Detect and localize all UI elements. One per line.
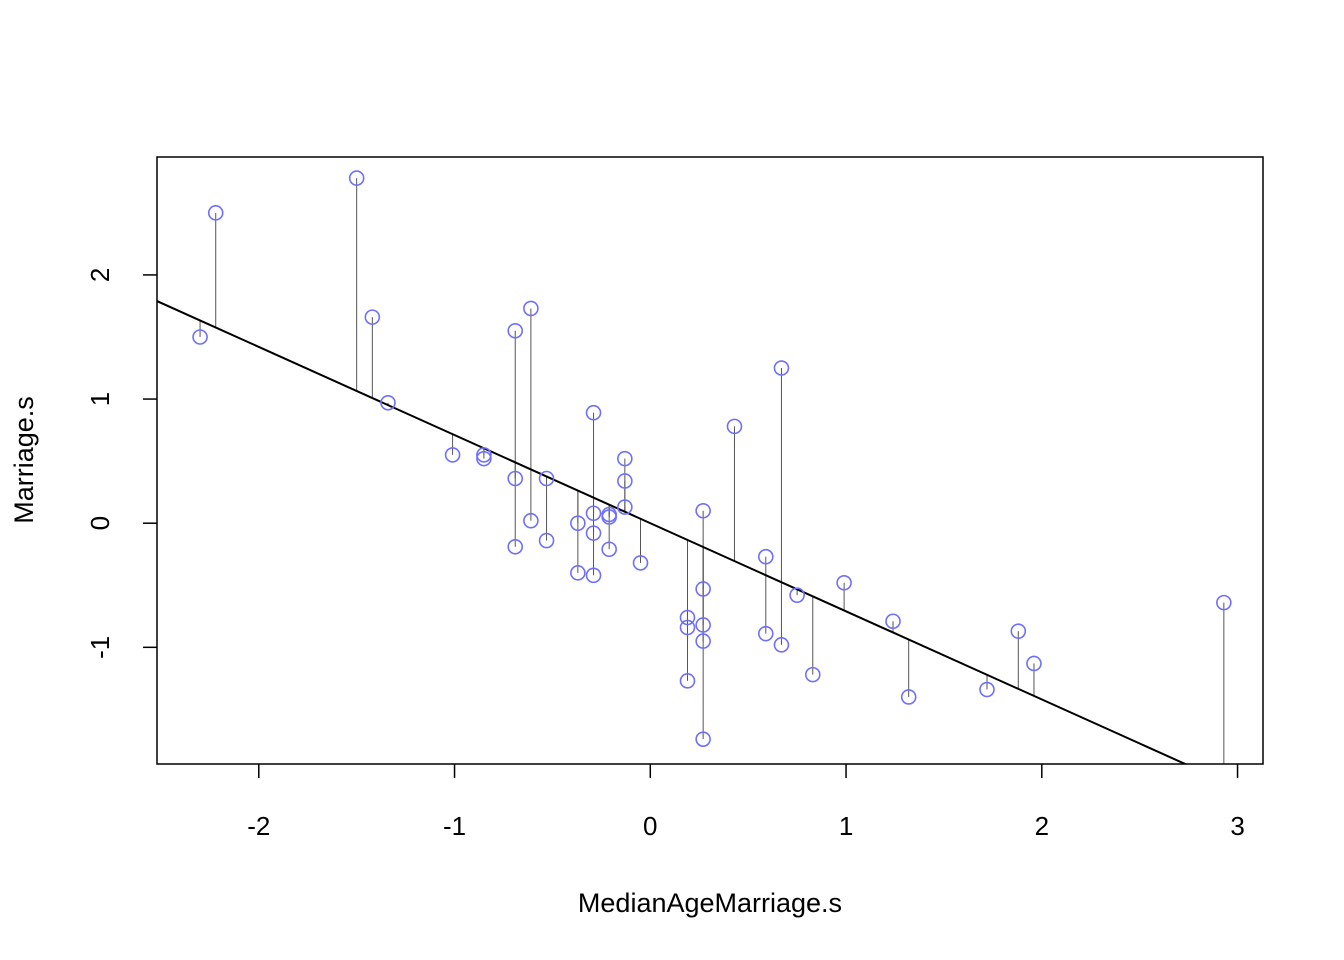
data-point <box>617 450 633 467</box>
data-point <box>757 548 774 565</box>
x-tick-label: -2 <box>247 811 270 841</box>
y-tick-label: 1 <box>85 392 115 406</box>
data-point <box>617 499 633 515</box>
regression-line-group <box>157 300 1188 764</box>
plot-frame <box>156 156 1264 765</box>
data-point <box>804 666 821 683</box>
data-point <box>444 447 461 463</box>
residual-lines <box>199 178 1225 764</box>
data-point <box>726 418 743 435</box>
data-point <box>789 587 805 603</box>
x-tick-label: 2 <box>1035 811 1049 841</box>
regression-line <box>157 300 1188 764</box>
y-tick-label: 0 <box>85 516 115 530</box>
data-point <box>836 574 852 591</box>
data-point <box>679 609 696 626</box>
y-axis-label: Marriage.s <box>9 396 39 524</box>
data-point <box>695 502 711 519</box>
data-point <box>695 617 711 633</box>
data-point <box>585 525 602 541</box>
data-point <box>380 394 396 411</box>
data-point <box>507 470 524 487</box>
data-point <box>601 509 617 525</box>
data-point <box>900 689 917 705</box>
data-point <box>523 300 539 317</box>
data-point <box>679 619 696 636</box>
data-point <box>523 512 539 529</box>
data-point <box>585 505 602 522</box>
x-axis: -2 -1 0 1 2 3 <box>247 764 1245 841</box>
data-point <box>695 731 711 747</box>
data-point <box>585 567 602 584</box>
x-tick-label: 1 <box>839 811 853 841</box>
data-point <box>538 532 555 549</box>
data-point <box>773 637 790 653</box>
data-point <box>507 322 524 339</box>
data-point <box>538 470 555 487</box>
data-point <box>601 541 617 558</box>
data-point <box>507 538 524 555</box>
data-point <box>570 515 586 531</box>
data-point <box>679 673 696 689</box>
x-tick-label: -1 <box>443 811 466 841</box>
data-points <box>192 170 1232 747</box>
x-axis-label: MedianAgeMarriage.s <box>578 888 842 918</box>
data-point <box>364 309 381 325</box>
y-tick-label: 2 <box>85 268 115 282</box>
data-point <box>570 565 586 581</box>
y-tick-label: -1 <box>85 636 115 659</box>
data-point <box>476 447 492 463</box>
x-tick-label: 3 <box>1230 811 1244 841</box>
x-tick-label: 0 <box>643 811 657 841</box>
data-point <box>885 613 901 630</box>
data-point <box>1010 623 1027 639</box>
data-point <box>695 581 711 597</box>
data-point <box>1026 655 1042 672</box>
data-point <box>632 555 649 571</box>
data-point <box>476 450 492 467</box>
data-point <box>348 170 365 186</box>
data-point <box>207 205 224 221</box>
data-point <box>192 329 208 345</box>
data-point <box>585 404 602 421</box>
data-point <box>757 625 774 642</box>
data-point <box>773 360 790 376</box>
data-point <box>1216 594 1232 611</box>
y-axis: -1 0 1 2 <box>85 268 157 659</box>
data-point <box>979 681 995 698</box>
data-point <box>617 473 633 489</box>
data-point <box>695 633 711 649</box>
